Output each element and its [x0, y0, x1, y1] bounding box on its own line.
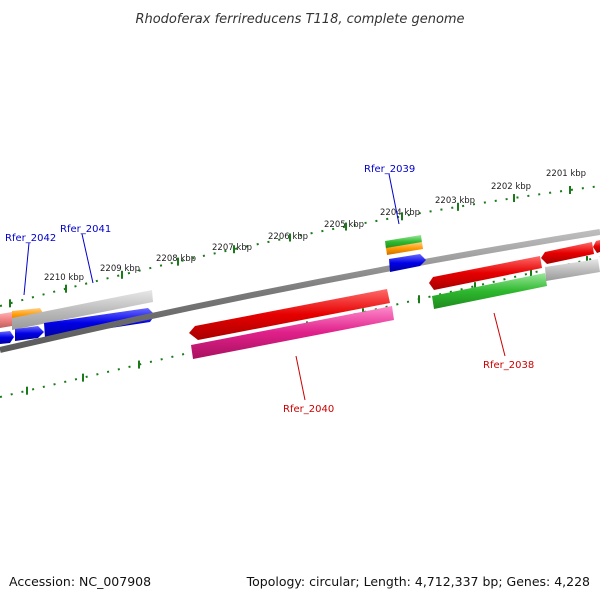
- feature-red-edge[interactable]: [593, 240, 600, 253]
- leader-rfer-2039: [388, 173, 400, 225]
- tick-label-2204: 2204 kbp: [380, 208, 420, 218]
- feature-pink-left[interactable]: [0, 312, 12, 328]
- feature-red-right[interactable]: [429, 256, 542, 290]
- tick-label-2208: 2208 kbp: [156, 254, 196, 264]
- gene-label-rfer-2041[interactable]: Rfer_2041: [60, 224, 111, 235]
- leader-rfer-2040: [295, 355, 306, 401]
- feature-red-far-right[interactable]: [541, 242, 594, 264]
- feature-orange-2039[interactable]: [386, 242, 423, 255]
- gene-rfer-2038-feature[interactable]: [432, 273, 547, 309]
- leader-rfer-2038: [493, 312, 506, 357]
- gene-label-rfer-2038[interactable]: Rfer_2038: [483, 360, 534, 371]
- tick-label-2209: 2209 kbp: [100, 264, 140, 274]
- ruler-tick-labels: 2210 kbp 2209 kbp 2208 kbp 2207 kbp 2206…: [44, 169, 586, 283]
- tick-label-2201: 2201 kbp: [546, 169, 586, 179]
- gene-label-rfer-2040[interactable]: Rfer_2040: [283, 404, 334, 415]
- feature-red-center[interactable]: [189, 289, 390, 340]
- tick-label-2210: 2210 kbp: [44, 273, 84, 283]
- gene-label-rfer-2042[interactable]: Rfer_2042: [5, 233, 56, 244]
- feature-gray-left[interactable]: [12, 290, 153, 330]
- gene-rfer-2040-feature[interactable]: [191, 306, 394, 359]
- feature-blue-left-small[interactable]: [15, 326, 44, 341]
- gene-rfer-2039-feature[interactable]: [385, 235, 422, 249]
- tick-label-2206: 2206 kbp: [268, 232, 308, 242]
- feature-blue-edge[interactable]: [0, 331, 14, 344]
- ruler-outer-arc: [0, 185, 600, 307]
- genome-backbone: [0, 229, 600, 353]
- map-title: Rhodoferax ferrireducens T118, complete …: [135, 12, 464, 27]
- tick-label-2203: 2203 kbp: [435, 196, 475, 206]
- accession-label: Accession: NC_007908: [9, 574, 151, 589]
- feature-blue-2039[interactable]: [389, 254, 426, 272]
- gene-label-rfer-2039[interactable]: Rfer_2039: [364, 164, 415, 175]
- leader-rfer-2041: [81, 233, 94, 284]
- tick-label-2205: 2205 kbp: [324, 220, 364, 230]
- feature-gray-right[interactable]: [545, 259, 600, 281]
- genome-summary: Topology: circular; Length: 4,712,337 bp…: [246, 574, 590, 589]
- leader-rfer-2042: [23, 242, 30, 296]
- tick-label-2202: 2202 kbp: [491, 182, 531, 192]
- tick-label-2207: 2207 kbp: [212, 243, 252, 253]
